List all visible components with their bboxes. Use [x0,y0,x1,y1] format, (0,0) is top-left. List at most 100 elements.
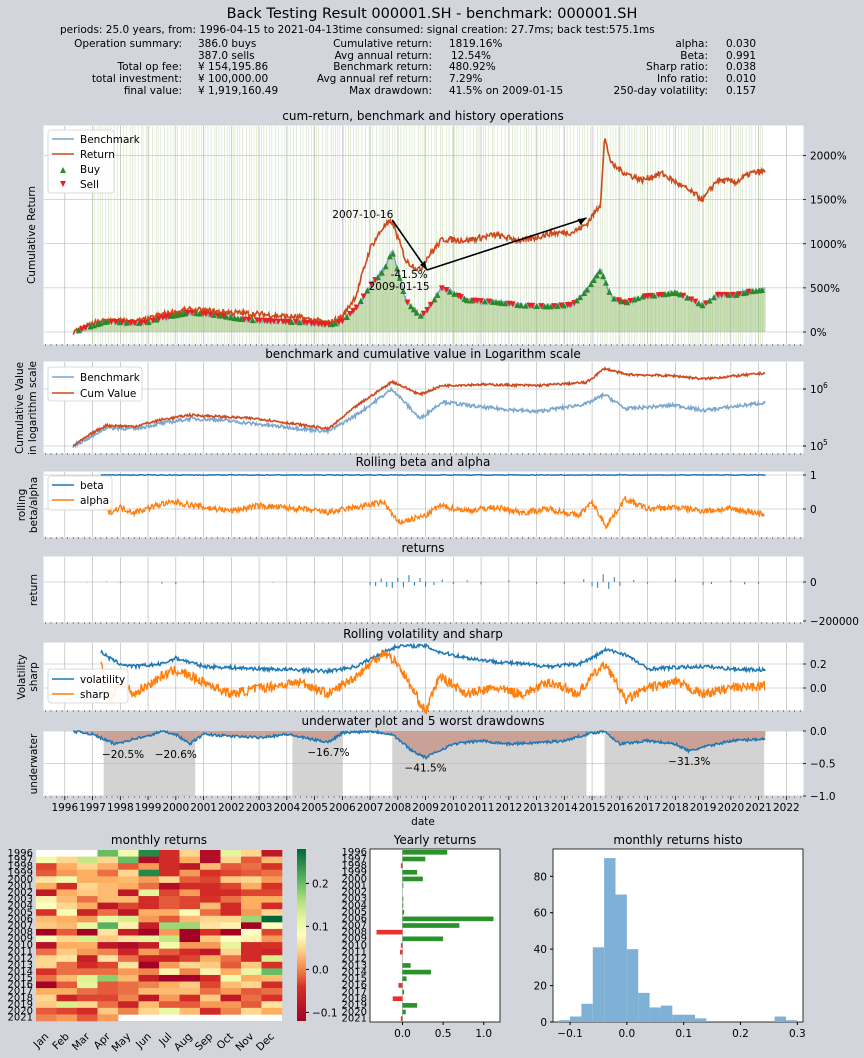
heatmap-cell [261,935,283,943]
yearly-row-label: 2005 [342,907,367,918]
buy-marker [400,287,407,294]
yearly-row-label: 2018 [342,994,367,1005]
heatmap-cell [36,876,57,884]
heatmap-cell [179,856,201,864]
heatmap-cell [77,1001,98,1009]
x-tick-label: 2005 [301,802,328,814]
heatmap-cell [159,856,180,864]
heatmap-cell [138,869,160,877]
histogram-bar [581,1003,593,1022]
heatmap-cell [118,889,139,897]
buy-marker [75,327,82,334]
underwater-line [73,729,766,760]
x-tick-label: 0.0 [394,1028,411,1040]
heatmap-cell [220,948,242,956]
heatmap-cell [36,856,57,864]
heatmap-cell [138,882,160,890]
yearly-row-label: 2007 [342,920,367,931]
heatmap-column-label: Mar [70,1030,93,1053]
heatmap-cell [97,1001,119,1009]
heatmap-cell [159,850,180,857]
x-tick-label: 0.5 [435,1028,452,1040]
heatmap-cell [97,915,119,923]
y-tick-label: 40 [534,944,547,956]
yearly-row-label: 2014 [342,967,367,978]
heatmap-cell [179,902,201,910]
heatmap-cell [179,863,201,871]
heatmap-row-label: 2009 [8,934,33,945]
drawdown-label: −20.5% [102,749,144,761]
heatmap-cell [179,961,201,969]
heatmap-cell [118,961,139,969]
buy-marker [677,291,684,298]
heatmap-cell [200,882,221,890]
returns-panel-grid [45,557,801,624]
x-tick-label: 0.2 [732,1028,749,1040]
heatmap-cell [56,955,78,963]
sell-marker [184,309,191,316]
summary-value: 0.038 [726,61,757,73]
buy-marker [611,295,618,302]
heatmap-cell [36,889,57,897]
heatmap-cell [200,915,221,923]
heatmap-cell [118,863,139,871]
buy-marker [116,319,123,326]
x-tick-label: 2004 [273,802,300,814]
chart-title: returns [402,541,445,555]
heatmap-cell [220,915,242,923]
yearly-return-bar [402,856,426,862]
heatmap-cell [118,942,139,949]
drawdown-label: −20.6% [155,749,197,761]
heatmap-cell [138,974,160,982]
heatmap-cell [118,1007,139,1015]
y-tick-label: 80 [534,871,547,883]
buy-marker [726,291,733,298]
heatmap-cell [261,869,283,877]
heatmap-cell [261,1007,283,1015]
sell-marker [424,306,431,313]
y-tick-label: 10 [810,384,823,396]
buy-marker [596,268,603,275]
yearly-return-bar [402,1009,406,1015]
heatmap-cell [159,896,180,903]
heatmap-cell [36,994,57,1002]
sell-marker [189,309,196,316]
summary-value: 12.54% [451,50,492,62]
summary-label: Avg annual return: [334,50,432,62]
heatmap-cell [220,928,242,936]
heatmap-cell [97,955,119,963]
summary-value: ¥ 100,000.00 [198,73,269,85]
y-tick-label: 1000% [810,239,847,251]
heatmap-cell [200,896,221,903]
buy-marker [602,279,609,286]
heatmap-cell [159,882,180,890]
sell-marker [155,315,162,322]
x-tick-label: 2003 [246,802,273,814]
histogram-bar [570,1016,582,1022]
heatmap-cell [200,909,221,917]
heatmap-cell [56,994,78,1002]
heatmap-cell [179,955,201,963]
sell-marker [729,291,736,298]
buy-marker [590,276,597,283]
heatmap-cell [179,882,201,890]
sell-marker [680,292,687,299]
summary-label: Beta: [680,50,708,62]
sell-marker [275,318,282,325]
summary-label: final value: [123,85,182,97]
heatmap-cell [77,928,98,936]
buy-marker [446,288,453,295]
y-axis-label: sharp [28,662,40,692]
yearly-row-label: 2016 [342,980,367,991]
heatmap-cell [36,915,57,923]
heatmap-cell [261,961,283,969]
heatmap-row-label: 2002 [8,888,33,899]
y-tick-exponent: 6 [823,381,828,390]
buy-marker [489,298,496,305]
heatmap-cell [77,968,98,976]
yearly-return-bar [400,949,403,955]
chart-title: benchmark and cumulative value in Logari… [265,347,581,361]
sell-marker [311,320,318,327]
yearly-returns-frame [369,848,501,1023]
